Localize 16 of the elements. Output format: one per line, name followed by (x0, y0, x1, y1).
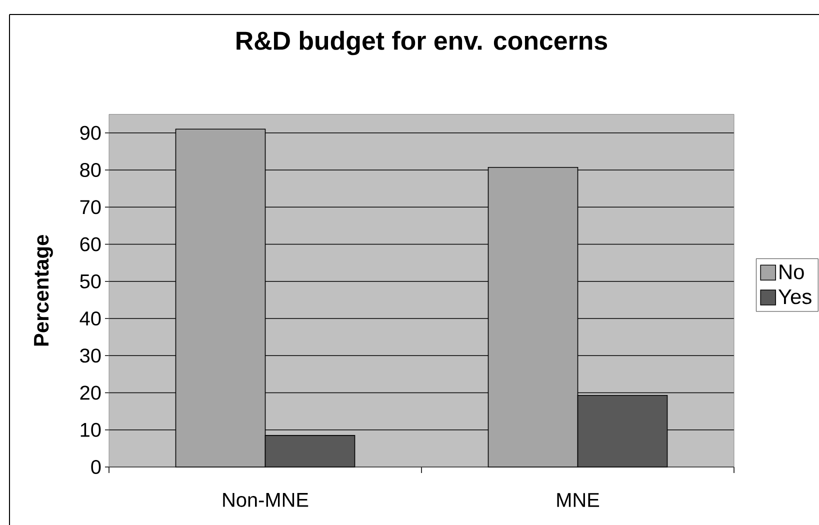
y-tick-label: 80 (80, 162, 101, 178)
legend-label: Yes (778, 290, 812, 304)
chart-title: R&D budget for env. concerns (236, 30, 608, 56)
y-tick-label: 40 (80, 311, 101, 326)
x-tick-label: MNE (557, 493, 600, 507)
y-tick-label: 0 (91, 460, 101, 474)
y-tick-label: 90 (80, 126, 101, 140)
x-tick-label: Non-MNE (223, 493, 308, 507)
y-tick-label: 10 (80, 422, 101, 437)
legend-label: No (780, 264, 804, 280)
y-tick-label: 70 (80, 200, 101, 214)
y-tick-label: 50 (80, 274, 101, 288)
y-axis-title: Percentage (34, 234, 53, 346)
y-tick-label: 30 (80, 348, 101, 363)
y-tick-label: 60 (80, 237, 101, 252)
y-tick-label: 20 (80, 386, 101, 400)
